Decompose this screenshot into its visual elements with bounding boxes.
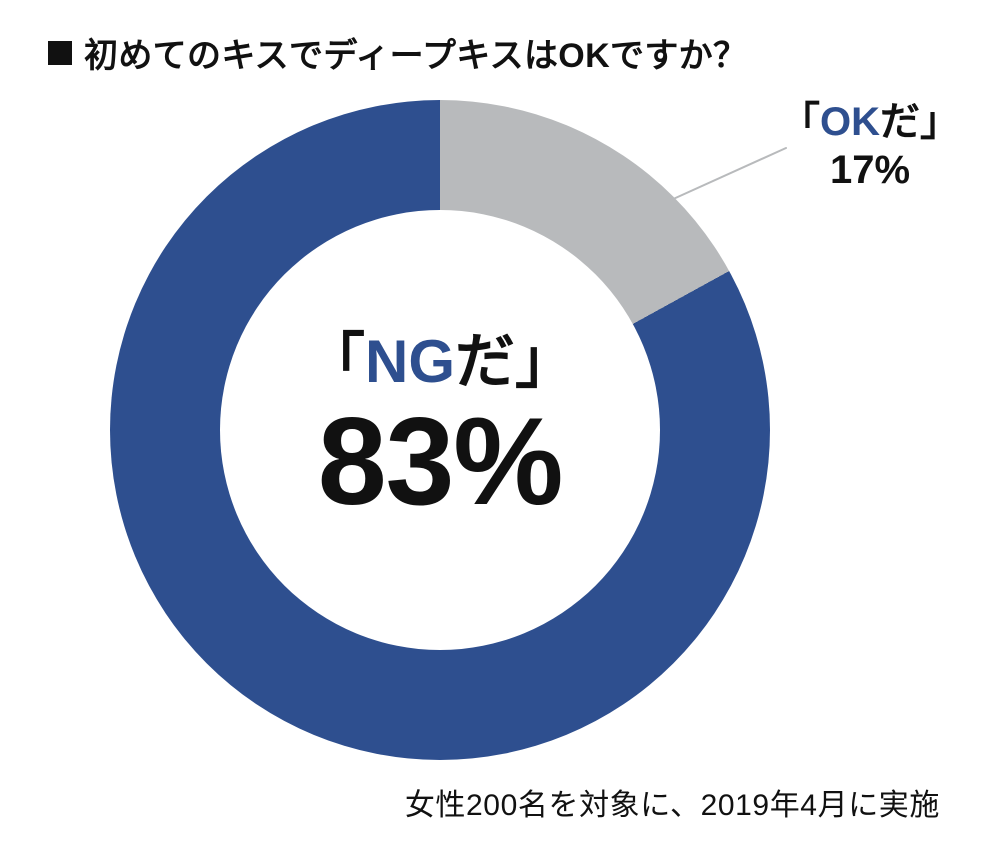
side-label-word: OK — [820, 100, 880, 144]
bracket-close: 」 — [920, 100, 960, 144]
bracket-close: 」 — [515, 328, 575, 395]
bracket-open: 「 — [780, 100, 820, 144]
square-bullet-icon — [48, 41, 72, 65]
footnote: 女性200名を対象に、2019年4月に実施 — [405, 780, 940, 824]
side-label-line1: 「OKだ」 — [780, 98, 960, 146]
donut-chart: 「NGだ」 83% — [110, 100, 770, 760]
center-label-word: NG — [365, 328, 455, 395]
center-label: 「NGだ」 83% — [220, 330, 660, 527]
center-label-line1: 「NGだ」 — [220, 330, 660, 393]
chart-title: 初めてのキスでディープキスはOKですか？ — [84, 28, 747, 77]
chart-title-row: 初めてのキスでディープキスはOKですか？ — [48, 28, 747, 77]
side-label: 「OKだ」 17% — [780, 98, 960, 194]
center-label-pct: 83% — [220, 397, 660, 527]
side-label-suffix: だ — [880, 100, 920, 144]
page-root: 初めてのキスでディープキスはOKですか？ 「NGだ」 83% 「OKだ」 17%… — [0, 0, 1000, 860]
bracket-open: 「 — [305, 328, 365, 395]
side-label-pct: 17% — [780, 146, 960, 194]
center-label-suffix: だ — [455, 328, 515, 395]
